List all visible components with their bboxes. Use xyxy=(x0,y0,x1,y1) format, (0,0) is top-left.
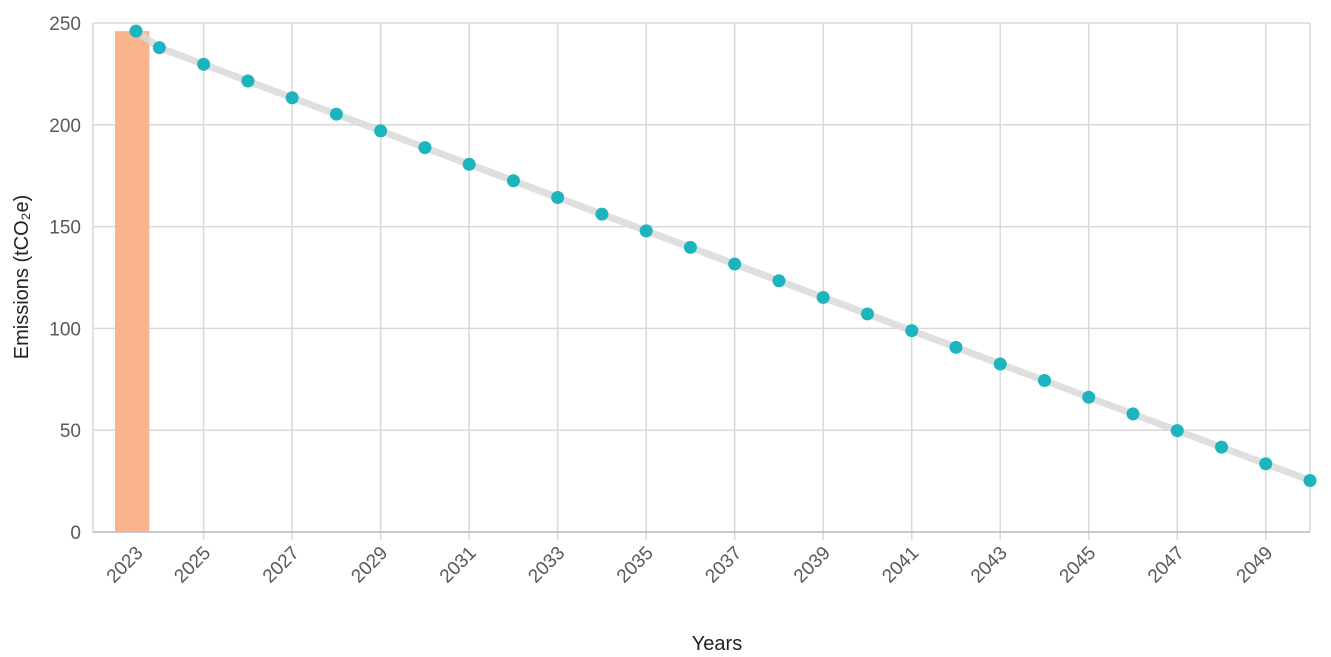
data-point-2046 xyxy=(1126,407,1140,421)
x-tick-label: 2049 xyxy=(1233,543,1278,588)
bar-2023 xyxy=(115,31,150,532)
data-point-2035 xyxy=(639,224,653,238)
x-tick-label: 2033 xyxy=(524,543,569,588)
data-point-2049 xyxy=(1259,457,1273,471)
y-tick-label: 100 xyxy=(49,319,81,340)
data-point-2037 xyxy=(728,257,742,271)
data-point-2025 xyxy=(197,57,211,71)
data-point-2047 xyxy=(1170,424,1184,438)
trend-line-layer xyxy=(132,27,1314,484)
y-tick-label: 250 xyxy=(49,14,81,35)
data-point-2040 xyxy=(860,307,874,321)
x-tick-label: 2031 xyxy=(436,543,481,588)
data-point-2045 xyxy=(1082,390,1096,404)
x-tick-label: 2025 xyxy=(170,543,215,588)
x-tick-label: 2045 xyxy=(1056,543,1101,588)
data-point-2036 xyxy=(683,240,697,254)
y-tick-label: 50 xyxy=(60,421,81,442)
x-tick-label: 2047 xyxy=(1144,543,1189,588)
x-tick-label: 2035 xyxy=(613,543,658,588)
data-point-2043 xyxy=(993,357,1007,371)
y-tick-label: 0 xyxy=(70,523,81,544)
bars xyxy=(115,31,150,532)
data-point-2028 xyxy=(329,107,343,121)
trend-line xyxy=(132,27,1314,484)
data-point-2033 xyxy=(551,190,565,204)
y-tick-label: 200 xyxy=(49,116,81,137)
x-tick-label: 2023 xyxy=(103,543,148,588)
data-point-2048 xyxy=(1214,440,1228,454)
x-axis-title: Years xyxy=(692,633,742,655)
data-point-2039 xyxy=(816,290,830,304)
data-point-2024 xyxy=(152,41,166,55)
data-point-2044 xyxy=(1037,374,1051,388)
data-point-2032 xyxy=(506,174,520,188)
data-point-2030 xyxy=(418,141,432,155)
y-axis-title: Emissions (tCO₂e) xyxy=(11,195,33,359)
x-tick-label: 2027 xyxy=(259,543,304,588)
data-point-2029 xyxy=(374,124,388,138)
data-point-2038 xyxy=(772,274,786,288)
x-tick-label: 2043 xyxy=(967,543,1012,588)
data-point-2034 xyxy=(595,207,609,221)
data-point-2027 xyxy=(285,91,299,105)
x-tick-label: 2041 xyxy=(878,543,923,588)
y-tick-labels: 0 50 100 150 200 250 xyxy=(49,14,81,544)
data-point-2031 xyxy=(462,157,476,171)
data-point-2050 xyxy=(1303,473,1317,487)
y-tick-label: 150 xyxy=(49,218,81,239)
data-points xyxy=(129,24,1317,487)
x-tick-label: 2037 xyxy=(701,543,746,588)
data-point-2026 xyxy=(241,74,255,88)
x-tick-labels: 2023 2025 2027 2029 2031 2033 2035 2037 2039 2041… xyxy=(103,543,1277,588)
data-point-2023 xyxy=(129,24,143,38)
grid xyxy=(92,22,1311,540)
data-point-2041 xyxy=(905,324,919,338)
x-tick-label: 2029 xyxy=(347,543,392,588)
data-point-2042 xyxy=(949,340,963,354)
x-tick-label: 2039 xyxy=(790,543,835,588)
